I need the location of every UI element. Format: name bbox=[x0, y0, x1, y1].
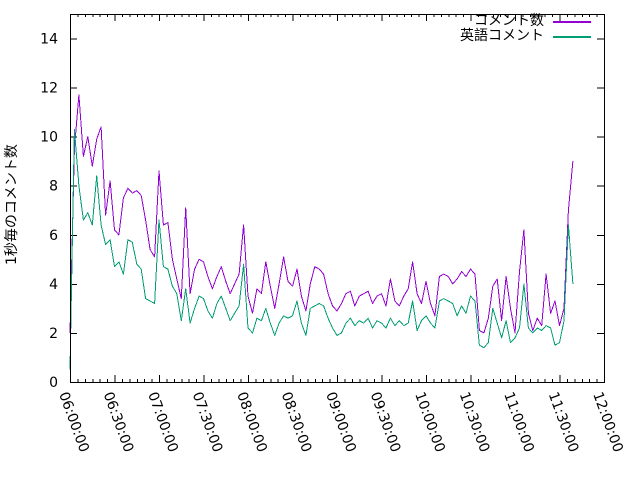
y-tick-label: 2 bbox=[49, 326, 58, 342]
x-tick-label: 11:30:00 bbox=[545, 390, 582, 455]
series-line-1 bbox=[69, 128, 574, 370]
x-tick-label: 12:00:00 bbox=[589, 390, 626, 455]
x-tick-label: 08:00:00 bbox=[233, 390, 270, 455]
x-tick-label: 06:00:00 bbox=[55, 390, 92, 455]
legend-item-comments: コメント数 bbox=[460, 14, 591, 29]
x-tick-label: 10:00:00 bbox=[411, 390, 448, 455]
series-lines bbox=[69, 94, 574, 370]
legend-label-comments: コメント数 bbox=[474, 13, 544, 29]
x-tick-label: 09:30:00 bbox=[367, 390, 404, 455]
axis-tick-labels: 0 2 4 6 8 10 12 14 06:00:00 06:30:00 07:00:00 07:30… bbox=[40, 32, 626, 455]
legend-label-english-comments: 英語コメント bbox=[460, 28, 544, 44]
legend-line-sample-comments bbox=[553, 20, 591, 23]
series-line-0 bbox=[69, 94, 574, 334]
x-tick-label: 06:30:00 bbox=[100, 390, 137, 455]
y-tick-label: 4 bbox=[49, 277, 58, 293]
x-tick-label: 08:30:00 bbox=[278, 390, 315, 455]
legend-line-sample-english-comments bbox=[553, 35, 591, 38]
plot-border bbox=[70, 14, 605, 383]
axis-ticks bbox=[70, 14, 605, 383]
y-tick-label: 14 bbox=[40, 32, 58, 48]
y-axis-title: 1秒毎のコメント数 bbox=[4, 144, 20, 265]
x-tick-label: 10:30:00 bbox=[456, 390, 493, 455]
x-tick-label: 07:30:00 bbox=[189, 390, 226, 455]
y-tick-label: 6 bbox=[49, 228, 58, 244]
y-tick-label: 8 bbox=[49, 179, 58, 195]
legend-item-english-comments: 英語コメント bbox=[460, 29, 591, 44]
legend: コメント数 英語コメント bbox=[460, 14, 591, 44]
x-tick-label: 07:00:00 bbox=[144, 390, 181, 455]
y-tick-label: 0 bbox=[49, 375, 58, 391]
y-tick-label: 10 bbox=[40, 130, 58, 146]
x-tick-label: 09:00:00 bbox=[322, 390, 359, 455]
y-tick-label: 12 bbox=[40, 81, 58, 97]
x-tick-label: 11:00:00 bbox=[500, 390, 537, 455]
